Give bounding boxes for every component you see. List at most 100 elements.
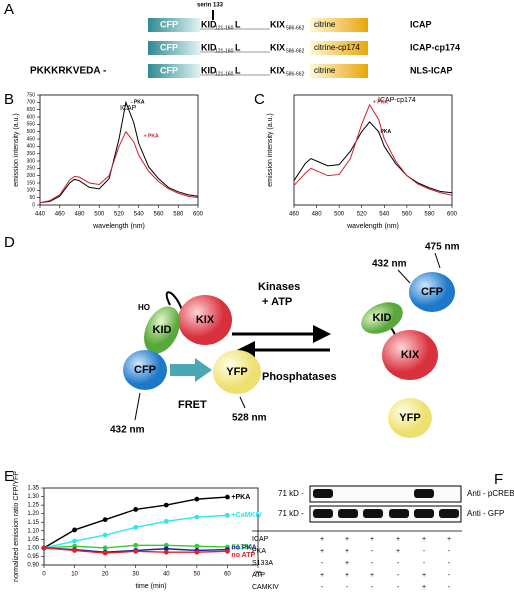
y-tick-label: 650: [27, 107, 36, 113]
data-point: [194, 543, 200, 549]
condition-label: PKA: [252, 548, 266, 555]
y-tick-label: 700: [27, 100, 36, 106]
data-point: [102, 550, 108, 556]
domain-label: KIX: [196, 314, 215, 326]
series-line: [43, 496, 228, 549]
cfp-block: [148, 64, 200, 78]
y-tick-label: 1.25: [27, 503, 39, 509]
y-tick-label: 450: [27, 136, 36, 142]
linker: [165, 291, 183, 311]
x-tick-label: 0: [42, 572, 46, 578]
range-label: 121-160: [215, 25, 234, 31]
condition-cell: -: [371, 548, 374, 555]
x-tick-label: 460: [55, 212, 66, 218]
y-tick-label: 1.00: [27, 545, 39, 551]
y-tick-label: 0: [32, 202, 35, 208]
x-tick-label: 580: [173, 212, 184, 218]
series-line: [293, 103, 453, 196]
data-point: [72, 527, 77, 533]
data-point: [133, 542, 139, 548]
data-point: [133, 506, 139, 512]
plot-frame: [43, 487, 259, 566]
data-point: [163, 518, 169, 524]
x-tick-label: 580: [424, 212, 435, 218]
y-tick-label: 1.30: [27, 494, 39, 500]
series-label: no ATP: [231, 552, 255, 559]
condition-cell: +: [320, 572, 324, 579]
plot-frame: [293, 94, 453, 206]
band: [389, 509, 409, 518]
data-point: [102, 545, 108, 551]
construct-name: ICAP: [410, 19, 432, 29]
y-tick-label: 550: [27, 122, 36, 128]
condition-cell: +: [422, 572, 426, 579]
condition-label: S133A: [252, 560, 273, 567]
fret-label: FRET: [178, 399, 207, 411]
nls-prefix: PKKKRKVEDA -: [30, 66, 106, 77]
panel-label: A: [4, 1, 14, 18]
cfp-block: [148, 41, 200, 55]
data-point: [133, 548, 139, 554]
condition-cell: +: [370, 536, 374, 543]
data-point: [163, 549, 169, 555]
excitation-label: 432 nm: [110, 425, 145, 436]
domain-label: KID: [201, 19, 217, 29]
y-tick-label: 300: [27, 158, 36, 164]
condition-cell: -: [321, 560, 324, 567]
condition-cell: -: [448, 572, 451, 579]
range-label: 121-160: [215, 48, 234, 54]
data-point: [225, 512, 230, 518]
condition-cell: -: [371, 560, 374, 567]
construct-name: ICAP-cp174: [410, 42, 460, 52]
y-tick-label: 200: [27, 173, 36, 179]
condition-cell: +: [396, 536, 400, 543]
data-point: [194, 496, 200, 502]
emission-label: 528 nm: [232, 413, 267, 424]
chart: 460 480 500 520 540 560 580 600 wavelength (nm) e…: [267, 94, 458, 230]
domain-label: L: [235, 42, 241, 52]
range-label: 586-662: [286, 25, 305, 31]
band: [338, 509, 358, 518]
serine-label: serin 133: [197, 3, 224, 9]
cfp-domain: [409, 272, 455, 312]
fp-block: [310, 64, 368, 78]
domain-label: CFP: [134, 364, 156, 376]
data-point: [102, 517, 108, 523]
phosphatases-label: Phosphatases: [262, 371, 337, 383]
domain-label: CFP: [160, 65, 178, 75]
range-label: 121-160: [215, 71, 234, 77]
domain-label: KID: [153, 324, 172, 336]
domain-label: KIX: [270, 65, 285, 75]
data-point: [163, 502, 169, 508]
x-tick-label: 440: [35, 212, 46, 218]
pointer: [434, 252, 441, 269]
fp-block: [310, 41, 368, 55]
x-tick-label: 480: [74, 212, 85, 218]
domain-label: citrine: [314, 20, 336, 29]
band: [414, 509, 434, 518]
pointer: [397, 269, 411, 284]
x-tick-label: 600: [447, 212, 458, 218]
condition-cell: -: [346, 584, 349, 591]
y-axis-label: emission intensity (a.u.): [267, 113, 274, 187]
domain-label: YFP: [226, 366, 247, 378]
x-tick-label: 560: [153, 212, 164, 218]
kinases-label: Kinases: [258, 281, 300, 293]
band: [363, 509, 383, 518]
condition-label: CAMKIV: [252, 584, 279, 591]
y-tick-label: 250: [27, 166, 36, 172]
domain-label: KIX: [270, 19, 285, 29]
kix-domain: [178, 295, 232, 345]
excitation-label: 432 nm: [372, 259, 407, 270]
series-line: [293, 121, 453, 194]
data-point: [41, 545, 47, 551]
chart-title: ICAP-cp174: [378, 97, 416, 104]
condition-cell: +: [345, 548, 349, 555]
y-tick-label: 1.35: [27, 486, 39, 492]
x-tick-label: 70: [255, 572, 262, 578]
y-axis-label: emission intensity (a.u.): [13, 113, 20, 187]
condition-cell: -: [397, 584, 400, 591]
condition-cell: +: [422, 536, 426, 543]
emission-label: 475 nm: [425, 242, 460, 253]
range-label: 586-662: [286, 48, 305, 54]
